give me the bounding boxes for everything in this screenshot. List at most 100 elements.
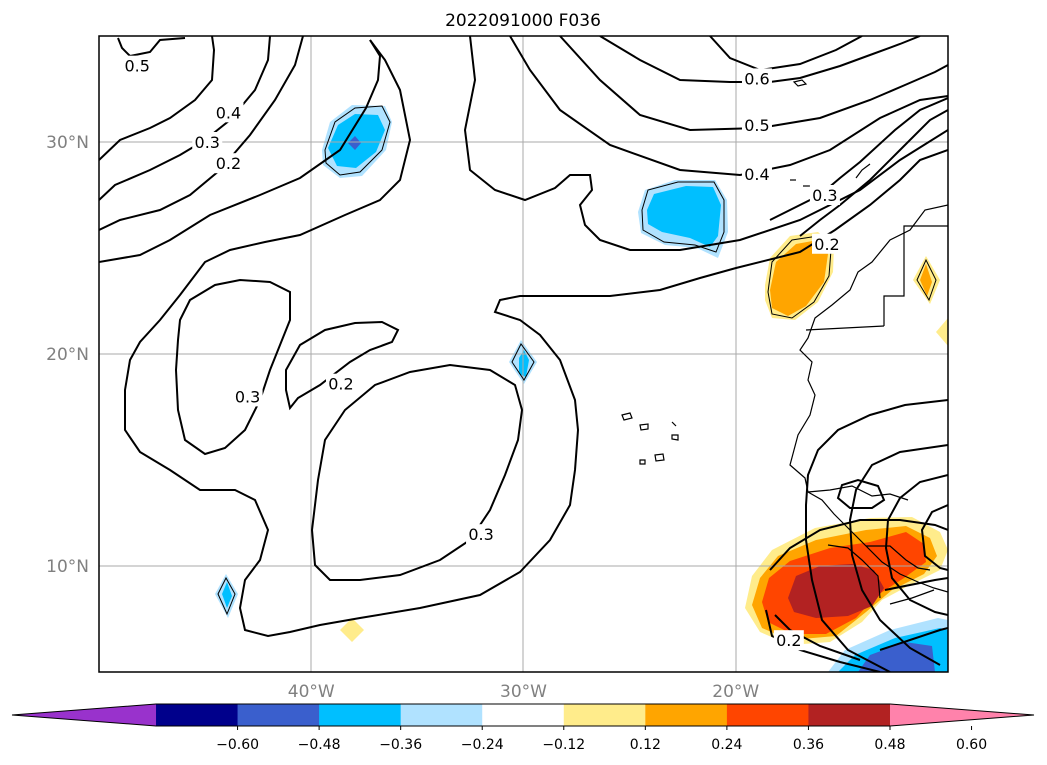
island-cape-verde-5 bbox=[639, 459, 646, 465]
lat-tick-label: 10°N bbox=[46, 557, 89, 577]
contour-label-bg bbox=[213, 153, 244, 174]
shade-orange-north bbox=[770, 240, 828, 316]
contour-label-bg bbox=[809, 185, 840, 205]
chart-title: 2022091000 F036 bbox=[445, 11, 601, 31]
shade-outlines bbox=[217, 105, 937, 616]
island-cape-verde-1 bbox=[621, 412, 633, 421]
colorbar-tick-label: −0.24 bbox=[461, 737, 504, 753]
colorbar-tick-label: −0.60 bbox=[216, 737, 259, 753]
colorbar-cell bbox=[237, 704, 320, 726]
contour-west-0p1 bbox=[99, 39, 382, 263]
africa-coastline bbox=[789, 204, 948, 593]
outline-center-blob bbox=[511, 343, 535, 381]
lon-tick-label: 40°W bbox=[288, 682, 335, 702]
contour-main-north-segment bbox=[124, 39, 948, 638]
contour-label-bg bbox=[466, 524, 497, 545]
colorbar: −0.60 −0.48 −0.36 −0.24 −0.12 0.12 0.24 0.36 0.4… bbox=[11, 703, 1035, 753]
contour-label-bg bbox=[192, 132, 223, 152]
contour-label: 0.2 bbox=[776, 631, 801, 650]
shade-blue-sw bbox=[222, 582, 232, 608]
shade-medium-blue-nw bbox=[348, 136, 361, 150]
shaded-regions bbox=[215, 105, 948, 672]
island-cape-verde-3 bbox=[671, 421, 677, 427]
colorbar-tick-label: 0.12 bbox=[630, 737, 661, 753]
contour-ne-0p5 bbox=[559, 36, 948, 132]
contour-se-loop bbox=[836, 478, 886, 509]
gridlines bbox=[99, 36, 948, 672]
contour-se-2 bbox=[848, 444, 948, 666]
contour-label-bg bbox=[741, 68, 772, 89]
island-cape-verde-4 bbox=[671, 434, 679, 441]
contour-label-bg bbox=[325, 373, 356, 394]
contour-se-9 bbox=[879, 627, 948, 651]
contour-label: 0.4 bbox=[216, 103, 241, 122]
colorbar-tick-label: 0.36 bbox=[793, 737, 824, 753]
contour-label-bg bbox=[741, 115, 772, 136]
contour-west-0p4 bbox=[99, 36, 216, 161]
contour-inner-0p2-left bbox=[285, 320, 400, 411]
colorbar-cell bbox=[156, 704, 239, 726]
colorbar-extend-high bbox=[889, 704, 1034, 726]
contour-ne-0p2 bbox=[799, 109, 948, 237]
contour-label: 0.3 bbox=[812, 186, 837, 205]
contour-label: 0.2 bbox=[814, 235, 839, 254]
border-west-africa-2 bbox=[866, 545, 931, 571]
shade-blue-center bbox=[519, 350, 529, 377]
colorbar-cell bbox=[319, 704, 402, 726]
contour-label: 0.2 bbox=[328, 375, 353, 394]
colorbar-cell bbox=[645, 704, 728, 726]
colorbar-cell bbox=[726, 704, 809, 726]
contour-se-7 bbox=[774, 614, 861, 661]
outline-north-orange bbox=[767, 235, 832, 319]
contour-west-0p5 bbox=[117, 37, 186, 58]
contour-se-1 bbox=[805, 399, 948, 672]
lon-tick-label: 20°W bbox=[712, 682, 759, 702]
shade-yellow-tiny bbox=[340, 618, 364, 642]
contour-label-bg bbox=[213, 102, 244, 123]
contour-label: 0.5 bbox=[124, 57, 149, 76]
colorbar-cell bbox=[400, 704, 483, 726]
outline-nw-blob bbox=[324, 105, 391, 176]
contour-label: 0.3 bbox=[468, 525, 493, 544]
colorbar-cell bbox=[563, 704, 646, 726]
contour-label-bg bbox=[122, 55, 153, 76]
island-cape-verde-2 bbox=[639, 423, 649, 431]
shade-orange-east bbox=[920, 264, 932, 296]
contour-label: 0.3 bbox=[195, 133, 220, 152]
lat-tick-label: 30°N bbox=[46, 133, 89, 153]
contour-label-bg bbox=[741, 163, 772, 184]
contour-label: 0.3 bbox=[235, 387, 260, 406]
contour-main-loop bbox=[463, 36, 948, 251]
outline-sw-blob bbox=[217, 576, 236, 616]
border-senegal bbox=[807, 485, 909, 501]
contour-inner-0p3-left bbox=[174, 278, 291, 456]
colorbar-cells bbox=[12, 704, 1034, 726]
map-frame bbox=[98, 35, 949, 673]
border-western-sahara bbox=[883, 225, 948, 326]
colorbar-ticks: −0.60 −0.48 −0.36 −0.24 −0.12 0.12 0.24 0.36 0.4… bbox=[216, 726, 987, 753]
border-west-africa-1 bbox=[827, 544, 881, 599]
colorbar-cell bbox=[808, 704, 891, 726]
colorbar-tick-label: 0.48 bbox=[874, 737, 905, 753]
lon-labels: 40°W 30°W 20°W bbox=[288, 682, 760, 702]
island-madeira bbox=[792, 79, 808, 87]
contour-label: 0.6 bbox=[744, 69, 769, 88]
island-cape-verde-6 bbox=[654, 453, 665, 462]
shade-yellow-edge bbox=[936, 318, 948, 346]
colorbar-tick-label: −0.36 bbox=[379, 737, 422, 753]
lat-labels: 30°N 20°N 10°N bbox=[46, 133, 89, 577]
contour-ne-0p4 bbox=[509, 36, 948, 177]
colorbar-cell bbox=[482, 704, 565, 726]
colorbar-extend-low bbox=[12, 704, 157, 726]
colorbar-tick-label: 0.24 bbox=[711, 737, 742, 753]
outline-ne-blob bbox=[641, 181, 725, 253]
contour-se-8 bbox=[884, 577, 948, 591]
contour-ne-0p6 bbox=[599, 36, 921, 83]
contour-label: 0.2 bbox=[216, 154, 241, 173]
contour-label: 0.4 bbox=[744, 165, 769, 184]
contour-ne-0p3 bbox=[769, 97, 948, 221]
contour-se-4 bbox=[920, 504, 948, 571]
contour-label-bg bbox=[232, 386, 263, 407]
colorbar-tick-label: 0.60 bbox=[956, 737, 987, 753]
contour-se-3 bbox=[884, 474, 948, 616]
